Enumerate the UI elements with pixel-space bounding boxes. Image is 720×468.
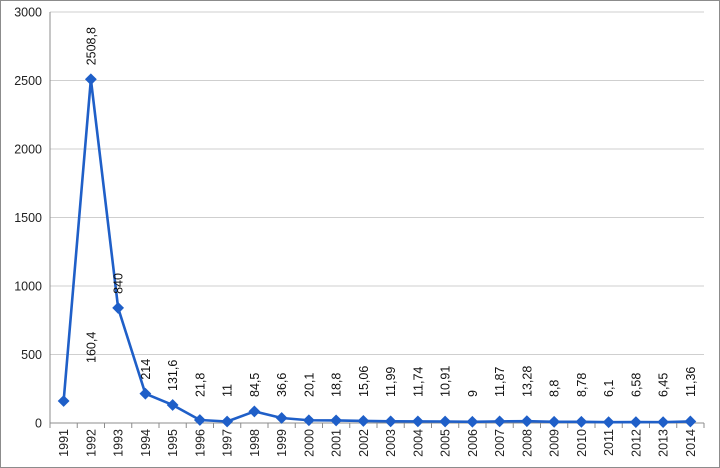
x-tick-label: 2001 [330,429,344,457]
data-point [112,302,125,314]
x-tick-label: 2009 [548,429,562,457]
gridlines [49,11,705,428]
data-label: 84,5 [248,373,262,397]
x-tick-label: 2006 [466,429,480,457]
data-label: 2508,8 [84,27,98,65]
x-tick-label: 1993 [112,429,126,457]
y-tick-label: 3000 [14,6,42,20]
x-tick-label: 2010 [575,429,589,457]
data-label: 9 [466,390,480,397]
y-tick-label: 2000 [14,143,42,157]
data-point [411,415,424,428]
data-point [629,416,642,429]
data-point [357,415,370,427]
data-point [166,399,179,411]
x-tick-label: 2013 [657,429,671,457]
x-tick-label: 2003 [384,429,398,457]
data-label: 36,6 [275,373,289,397]
data-label: 160,4 [84,332,98,363]
x-tick-label: 1997 [221,429,235,457]
data-labels: 160,4 2508,8 840 214 131,6 21,8 11 84,5 36,6 20,1… [84,27,698,397]
data-label: 11,36 [684,367,698,397]
x-tick-label: 2008 [520,429,534,457]
x-tick-label: 2000 [302,429,316,457]
x-tick-label: 2005 [439,429,453,457]
data-point [139,387,152,400]
series-line [62,77,691,424]
x-tick-label: 1992 [84,429,98,457]
x-tick-label: 2004 [411,429,425,457]
x-tick-label: 1991 [57,429,71,457]
data-label: 8,78 [575,373,589,397]
y-tick-label: 1000 [14,280,42,294]
series-line-path [62,77,691,424]
y-tick-label: 500 [21,348,42,362]
series-markers [57,73,697,429]
x-tick-label: 2012 [629,429,643,457]
data-label: 21,8 [193,373,207,397]
data-label: 131,6 [166,360,180,391]
data-point [248,405,261,418]
data-point [57,395,70,407]
data-label: 13,28 [520,366,534,397]
x-tick-label: 1999 [275,429,289,457]
y-tick-label: 0 [35,417,42,431]
data-point [384,415,397,428]
data-point [84,73,97,86]
data-point [520,415,533,428]
data-label: 10,91 [439,366,453,397]
data-label: 11,87 [493,367,507,397]
data-label: 11 [221,384,235,397]
data-label: 214 [139,359,153,380]
x-axis-tick-labels: 1991 1992 1993 1994 1995 1996 1997 1998 1999 2000… [57,429,698,457]
data-point [466,415,479,428]
data-point [221,415,234,428]
x-tick-label: 2002 [357,429,371,457]
y-axis-tick-labels: 0 500 1000 1500 2000 2500 3000 [14,6,42,431]
data-label: 18,8 [330,373,344,397]
data-point [657,416,670,429]
data-point [302,414,315,427]
y-tick-label: 2500 [14,74,42,88]
data-label: 11,74 [411,367,425,397]
data-point [602,416,615,429]
data-label: 20,1 [302,373,316,397]
data-label: 6,1 [602,380,616,397]
data-point [493,415,506,428]
data-label: 6,45 [657,373,671,397]
data-label: 6,58 [629,373,643,397]
x-tick-label: 1995 [166,429,180,457]
y-tick-label: 1500 [14,211,42,225]
data-label: 8,8 [548,380,562,397]
x-tick-label: 1996 [193,429,207,457]
data-point [193,414,206,426]
x-tick-label: 1998 [248,429,262,457]
data-label: 840 [112,273,126,294]
data-label: 11,99 [384,367,398,397]
x-tick-label: 2007 [493,429,507,457]
x-tick-label: 1994 [139,429,153,457]
x-tick-label: 2014 [684,429,698,457]
data-label: 15,06 [357,366,371,397]
data-point [548,415,561,428]
data-point [439,415,452,428]
x-tick-label: 2011 [602,429,616,456]
data-point [275,412,288,424]
data-point [684,415,697,428]
data-point [575,415,588,428]
data-point [330,414,343,427]
